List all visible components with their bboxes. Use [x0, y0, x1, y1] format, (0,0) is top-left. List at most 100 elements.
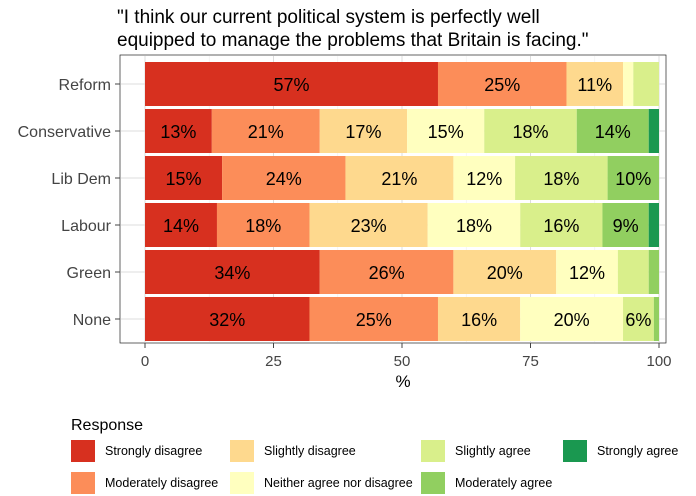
data-label: 14%	[595, 122, 631, 142]
data-label: 14%	[163, 216, 199, 236]
bars	[145, 62, 659, 341]
bar-lib-dem-5	[607, 156, 659, 200]
x-tick-label: 25	[265, 353, 282, 370]
data-label: 18%	[245, 216, 281, 236]
data-label: 34%	[214, 263, 250, 283]
y-tick-label: Green	[67, 265, 111, 282]
bar-reform-4	[633, 62, 659, 106]
data-label: 17%	[345, 122, 381, 142]
legend-swatch	[71, 472, 95, 494]
data-label: 15%	[166, 169, 202, 189]
data-label: 25%	[356, 310, 392, 330]
bar-reform-2	[566, 62, 624, 106]
y-tick-label: None	[73, 312, 111, 329]
legend: Strongly disagree Slightly disagree Slight…	[71, 440, 678, 494]
bar-conservative-2	[319, 109, 408, 153]
bar-green-3	[556, 250, 618, 294]
data-label: 21%	[381, 169, 417, 189]
chart-title-line-2: equipped to manage the problems that Bri…	[117, 30, 588, 51]
bar-none-0	[145, 297, 310, 341]
bar-labour-0	[145, 203, 217, 247]
bar-conservative-0	[145, 109, 212, 153]
data-label: 21%	[248, 122, 284, 142]
bar-reform-0	[145, 62, 438, 106]
legend-swatch	[71, 440, 95, 462]
bar-lib-dem-2	[345, 156, 454, 200]
bar-green-0	[145, 250, 320, 294]
y-tick-label: Labour	[61, 218, 111, 235]
bar-labour-3	[427, 203, 521, 247]
bar-none-2	[437, 297, 521, 341]
data-label: 15%	[428, 122, 464, 142]
data-label: 18%	[512, 122, 548, 142]
data-label: 13%	[160, 122, 196, 142]
x-tick-label: 0	[141, 353, 149, 370]
bar-lib-dem-1	[222, 156, 346, 200]
bar-reform-3	[623, 62, 634, 106]
bar-none-5	[653, 297, 659, 341]
bar-none-1	[309, 297, 438, 341]
bar-green-4	[617, 250, 649, 294]
bar-labour-4	[520, 203, 603, 247]
bar-conservative-1	[211, 109, 320, 153]
legend-label: Strongly disagree	[105, 444, 202, 458]
bar-conservative-5	[576, 109, 649, 153]
data-labels: 57% 25% 11% 13% 21% 17% 15% 18% 14% 15% 24% 21% 12% 1…	[160, 75, 651, 330]
y-tick-label: Reform	[59, 77, 111, 94]
data-label: 9%	[613, 216, 639, 236]
legend-swatch	[421, 440, 445, 462]
bar-lib-dem-4	[515, 156, 608, 200]
data-label: 16%	[543, 216, 579, 236]
chart-title-line-1: "I think our current political system is…	[117, 7, 540, 28]
data-label: 32%	[209, 310, 245, 330]
bar-conservative-4	[484, 109, 577, 153]
x-tick-label: 100	[646, 353, 671, 370]
y-tick-label: Lib Dem	[51, 171, 111, 188]
data-label: 24%	[266, 169, 302, 189]
bar-conservative-6	[648, 109, 659, 153]
axes: Reform Conservative Lib Dem Labour Green None…	[18, 77, 672, 370]
legend-label: Moderately disagree	[105, 476, 218, 490]
bar-none-3	[520, 297, 624, 341]
legend-label: Neither agree nor disagree	[264, 476, 413, 490]
bar-green-5	[648, 250, 659, 294]
bar-labour-6	[648, 203, 659, 247]
legend-swatch	[230, 440, 254, 462]
bar-labour-2	[309, 203, 428, 247]
data-label: 11%	[577, 75, 612, 95]
legend-swatch	[563, 440, 587, 462]
data-label: 18%	[456, 216, 492, 236]
legend-label: Slightly disagree	[264, 444, 356, 458]
data-label: 26%	[369, 263, 405, 283]
bar-green-2	[453, 250, 557, 294]
legend-label: Moderately agree	[455, 476, 552, 490]
bar-green-1	[319, 250, 454, 294]
x-tick-label: 50	[394, 353, 411, 370]
data-label: 20%	[554, 310, 590, 330]
data-label: 23%	[351, 216, 387, 236]
legend-label: Strongly agree	[597, 444, 678, 458]
data-label: 25%	[484, 75, 520, 95]
bar-labour-1	[216, 203, 310, 247]
bar-none-4	[623, 297, 654, 341]
data-label: 10%	[615, 169, 651, 189]
legend-swatch	[230, 472, 254, 494]
legend-swatch	[421, 472, 445, 494]
data-label: 20%	[487, 263, 523, 283]
bar-lib-dem-0	[145, 156, 223, 200]
bar-conservative-3	[407, 109, 485, 153]
data-label: 12%	[569, 263, 605, 283]
bar-labour-5	[602, 203, 649, 247]
legend-title: Response	[71, 417, 143, 434]
x-axis-label: %	[395, 372, 410, 391]
data-label: 12%	[466, 169, 502, 189]
data-label: 16%	[461, 310, 497, 330]
bar-lib-dem-3	[453, 156, 516, 200]
data-label: 6%	[625, 310, 651, 330]
legend-label: Slightly agree	[455, 444, 531, 458]
data-label: 57%	[273, 75, 309, 95]
data-label: 18%	[543, 169, 579, 189]
bar-reform-1	[437, 62, 567, 106]
x-tick-label: 75	[522, 353, 539, 370]
